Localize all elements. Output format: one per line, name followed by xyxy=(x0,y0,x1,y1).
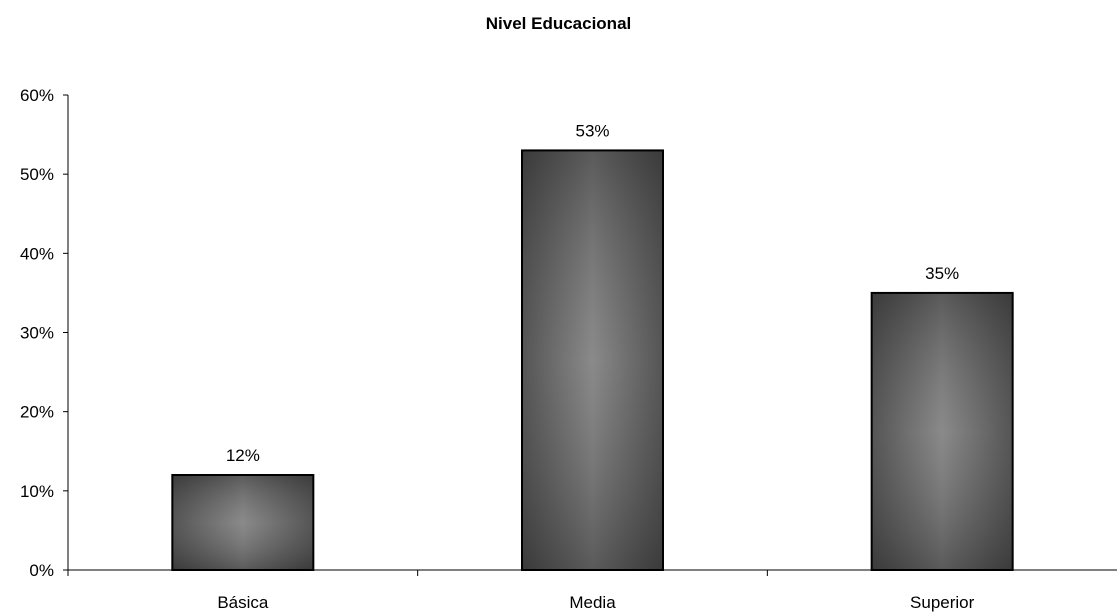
data-label: 12% xyxy=(226,446,260,465)
y-tick-label: 40% xyxy=(20,244,54,263)
y-tick-label: 0% xyxy=(29,561,54,580)
bar-shading xyxy=(522,150,663,570)
bar-shading xyxy=(871,292,1013,570)
bar-shading xyxy=(172,475,314,570)
data-label: 53% xyxy=(575,121,609,140)
x-tick-label: Básica xyxy=(217,593,269,612)
chart-title: Nivel Educacional xyxy=(485,14,632,33)
data-label: 35% xyxy=(925,264,959,283)
y-tick-label: 60% xyxy=(20,86,54,105)
x-tick-label: Media xyxy=(569,593,616,612)
y-tick-label: 50% xyxy=(20,165,54,184)
bar-outline xyxy=(171,474,315,571)
x-tick-label: Superior xyxy=(910,593,975,612)
bar-outline xyxy=(870,291,1014,571)
y-tick-label: 30% xyxy=(20,324,54,343)
bar-outline xyxy=(521,149,664,572)
y-tick-label: 10% xyxy=(20,482,54,501)
y-tick-label: 20% xyxy=(20,403,54,422)
